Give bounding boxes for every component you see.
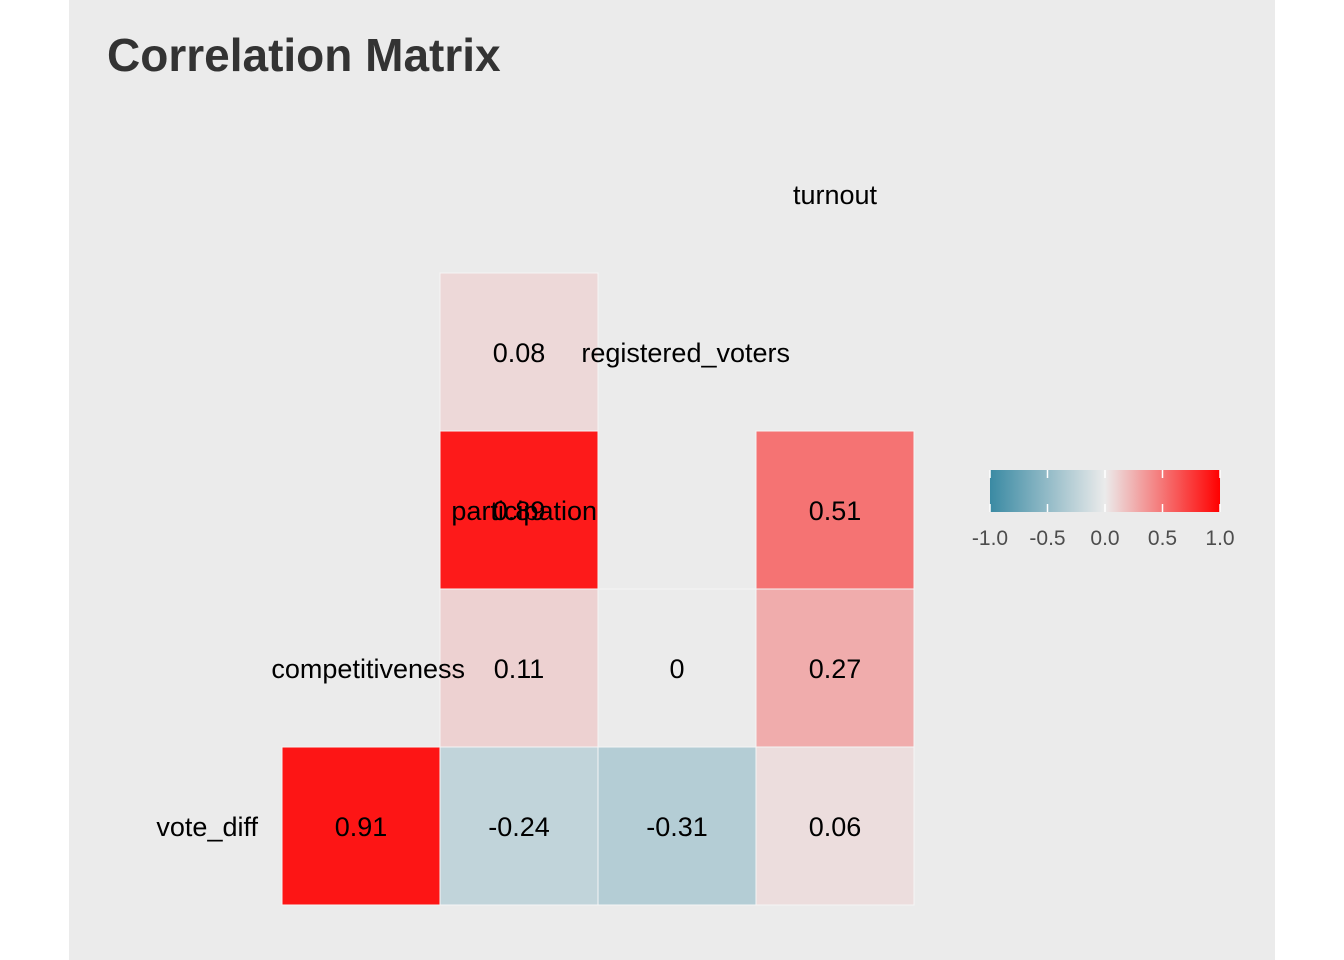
heatmap-cell: [281, 746, 441, 906]
chart-title: Correlation Matrix: [107, 29, 501, 81]
heatmap-cell: [755, 430, 915, 590]
heatmap-cell: [755, 746, 915, 906]
variable-labels: vote_diff competitiveness participation reg…: [156, 180, 877, 842]
cell-value-label: 0.06: [809, 812, 862, 842]
heatmap-cell: [439, 746, 599, 906]
cell-value-label: -0.31: [646, 812, 708, 842]
legend-tick-label: 0.5: [1148, 527, 1177, 550]
cell-value-label: 0.27: [809, 654, 862, 684]
cell-value-label: 0: [669, 654, 684, 684]
variable-label-participation: participation: [451, 496, 597, 526]
cell-value-label: 0.91: [335, 812, 388, 842]
cell-value-label: 0.08: [493, 338, 546, 368]
variable-label-competitiveness: competitiveness: [271, 654, 465, 684]
variable-label-registered-voters: registered_voters: [581, 338, 790, 368]
variable-label-vote-diff: vote_diff: [156, 812, 258, 842]
legend-tick-label: -0.5: [1029, 527, 1065, 550]
cell-value-label: 0.11: [494, 654, 545, 684]
heatmap-cell: [439, 588, 599, 748]
heatmap-cell: [755, 588, 915, 748]
legend-tick-label: -1.0: [972, 527, 1008, 550]
variable-label-turnout: turnout: [793, 180, 878, 210]
color-legend: -1.0 -0.5 0.0 0.5 1.0: [972, 470, 1235, 550]
legend-tick-label: 0.0: [1090, 527, 1119, 550]
heatmap-cells: 0.08 0.89 0.51 0.11 0 0.27 0.91 -0.24 -0.31 0.06: [281, 272, 915, 906]
cell-value-label: -0.24: [488, 812, 550, 842]
heatmap-cell: [597, 746, 757, 906]
cell-value-label: 0.89: [493, 496, 546, 526]
cell-value-label: 0.51: [809, 496, 862, 526]
legend-tick-label: 1.0: [1205, 527, 1234, 550]
